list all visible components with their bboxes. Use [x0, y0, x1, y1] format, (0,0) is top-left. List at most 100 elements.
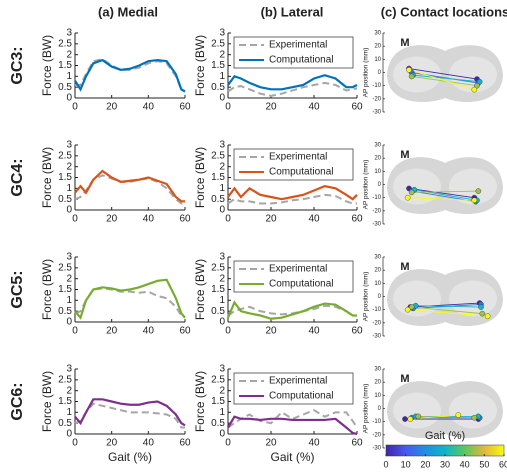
- y-tick-label: 1: [219, 71, 225, 82]
- y-tick-label: 30: [374, 255, 381, 261]
- y-tick-label: 1.5: [58, 396, 72, 407]
- colorbar-tick-label: 0: [383, 459, 388, 469]
- y-tick-label: 1.5: [58, 60, 72, 71]
- y-tick-label: 30: [374, 143, 381, 149]
- x-tick-label: 0: [72, 102, 78, 113]
- column-title: (c) Contact locations: [381, 4, 507, 19]
- compartment: [393, 56, 441, 93]
- y-tick-label: 20: [374, 268, 381, 274]
- legend-label: Experimental: [269, 152, 327, 163]
- series-line: [226, 300, 357, 320]
- colorbar-tick-label: 10: [401, 459, 411, 469]
- y-tick-label: 2.5: [211, 262, 225, 273]
- y-axis-label: Force (BW): [40, 147, 54, 208]
- colorbar-tick-label: 40: [460, 459, 470, 469]
- y-tick-label: 0.5: [58, 306, 72, 317]
- y-tick-label: 1.5: [211, 60, 225, 71]
- y-tick-label: 0.5: [58, 418, 72, 429]
- y-tick-label: 30: [374, 31, 381, 37]
- x-tick-label: 20: [265, 214, 277, 225]
- y-axis-label: AP position (mm): [363, 384, 370, 434]
- y-tick-label: 0.5: [211, 418, 225, 429]
- y-tick-label: -30: [372, 110, 381, 116]
- x-tick-label: 40: [143, 438, 155, 449]
- x-tick-label: 40: [308, 326, 320, 337]
- contact-point: [408, 73, 415, 80]
- x-tick-label: 60: [351, 102, 363, 113]
- contact-point: [455, 412, 462, 418]
- y-tick-label: 10: [374, 393, 381, 399]
- x-tick-label: 0: [225, 214, 231, 225]
- y-tick-label: 2.5: [58, 150, 72, 161]
- series-line: [227, 415, 358, 436]
- series-line: [74, 278, 186, 320]
- contact-point: [475, 188, 482, 194]
- y-tick-label: 0: [219, 317, 225, 328]
- x-tick-label: 0: [72, 326, 78, 337]
- y-tick-label: 0: [66, 317, 72, 328]
- x-tick-label: 0: [72, 438, 78, 449]
- contact-link: [407, 197, 475, 201]
- y-tick-label: 20: [374, 44, 381, 50]
- y-tick-label: 2.5: [211, 38, 225, 49]
- contact-point: [415, 413, 422, 420]
- compartment-label: M: [400, 149, 409, 161]
- y-tick-label: 3: [219, 364, 225, 375]
- y-tick-label: -10: [372, 419, 381, 425]
- legend-label: Computational: [269, 167, 333, 178]
- legend-label: Computational: [269, 55, 333, 66]
- y-tick-label: 2: [219, 385, 225, 396]
- y-axis-label: Force (BW): [193, 35, 207, 96]
- y-tick-label: 3: [219, 140, 225, 151]
- y-tick-label: 10: [374, 169, 381, 175]
- y-tick-label: -20: [372, 96, 381, 102]
- x-tick-label: 40: [308, 102, 320, 113]
- y-axis-label: AP position (mm): [363, 272, 370, 322]
- y-axis-label: Force (BW): [40, 35, 54, 96]
- y-tick-label: 1: [66, 295, 72, 306]
- x-tick-label: 20: [265, 326, 277, 337]
- y-tick-label: 2.5: [211, 150, 225, 161]
- y-tick-label: 1.5: [211, 284, 225, 295]
- y-tick-label: 2.5: [58, 262, 72, 273]
- y-tick-label: 2: [66, 161, 72, 172]
- y-axis-label: AP position (mm): [363, 48, 370, 98]
- series-line: [74, 58, 186, 93]
- legend-box: [233, 372, 354, 405]
- y-tick-label: 3: [66, 28, 72, 39]
- contact-point: [408, 189, 415, 196]
- y-tick-label: -10: [372, 195, 381, 201]
- x-tick-label: 0: [225, 102, 231, 113]
- y-tick-label: 2: [219, 273, 225, 284]
- contact-point: [471, 197, 478, 204]
- compartment-label: M: [400, 37, 409, 49]
- compartment: [449, 56, 497, 93]
- contact-link: [410, 302, 480, 308]
- y-tick-label: 0.5: [58, 82, 72, 93]
- y-tick-label: 1: [66, 407, 72, 418]
- compartment: [393, 168, 441, 205]
- compartment: [449, 280, 497, 317]
- y-tick-label: 2: [66, 273, 72, 284]
- colorbar-tick-label: 50: [479, 459, 489, 469]
- y-tick-label: 1: [66, 183, 72, 194]
- compartment: [393, 392, 441, 429]
- x-tick-label: 40: [308, 214, 320, 225]
- contact-point: [404, 306, 411, 313]
- legend-label: Experimental: [269, 264, 327, 275]
- contact-link: [407, 309, 488, 317]
- y-tick-label: 1.5: [211, 172, 225, 183]
- y-axis-label: Force (BW): [40, 259, 54, 320]
- x-axis-label: Gait (%): [270, 450, 314, 464]
- y-tick-label: 3: [219, 252, 225, 263]
- contact-link: [418, 415, 475, 419]
- legend-label: Experimental: [269, 376, 327, 387]
- y-tick-label: 10: [374, 281, 381, 287]
- row-label: GC4:: [9, 158, 26, 196]
- legend-box: [233, 260, 354, 293]
- y-tick-label: 0: [219, 429, 225, 440]
- contact-link: [411, 76, 478, 87]
- y-tick-label: -30: [372, 334, 381, 340]
- y-tick-label: 1: [219, 407, 225, 418]
- y-axis-label: Force (BW): [193, 147, 207, 208]
